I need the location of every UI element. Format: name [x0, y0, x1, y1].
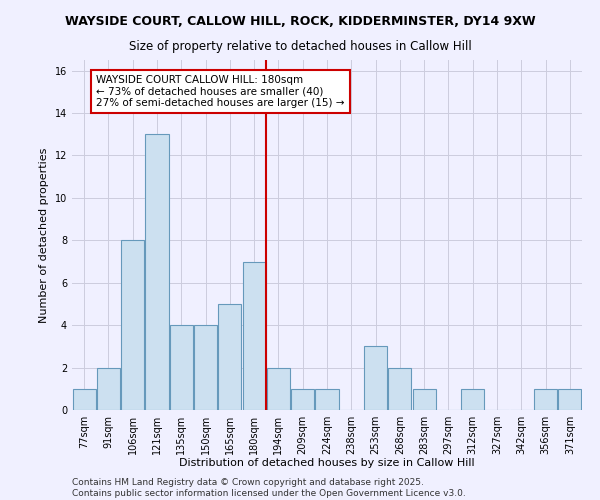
X-axis label: Distribution of detached houses by size in Callow Hill: Distribution of detached houses by size … [179, 458, 475, 468]
Text: Contains HM Land Registry data © Crown copyright and database right 2025.
Contai: Contains HM Land Registry data © Crown c… [72, 478, 466, 498]
Text: Size of property relative to detached houses in Callow Hill: Size of property relative to detached ho… [128, 40, 472, 53]
Bar [316, 389, 338, 410]
Text: WAYSIDE COURT, CALLOW HILL, ROCK, KIDDERMINSTER, DY14 9XW: WAYSIDE COURT, CALLOW HILL, ROCK, KIDDER… [65, 15, 535, 28]
Bar [267, 368, 290, 410]
Bar [534, 389, 557, 410]
Bar [218, 304, 241, 410]
Bar [242, 262, 266, 410]
Bar [291, 389, 314, 410]
Bar [364, 346, 387, 410]
Bar [170, 325, 193, 410]
Bar [121, 240, 144, 410]
Bar [97, 368, 120, 410]
Bar [73, 389, 95, 410]
Bar [388, 368, 412, 410]
Bar [194, 325, 217, 410]
Bar [413, 389, 436, 410]
Bar [559, 389, 581, 410]
Text: WAYSIDE COURT CALLOW HILL: 180sqm
← 73% of detached houses are smaller (40)
27% : WAYSIDE COURT CALLOW HILL: 180sqm ← 73% … [96, 75, 345, 108]
Bar [461, 389, 484, 410]
Bar [145, 134, 169, 410]
Y-axis label: Number of detached properties: Number of detached properties [39, 148, 49, 322]
